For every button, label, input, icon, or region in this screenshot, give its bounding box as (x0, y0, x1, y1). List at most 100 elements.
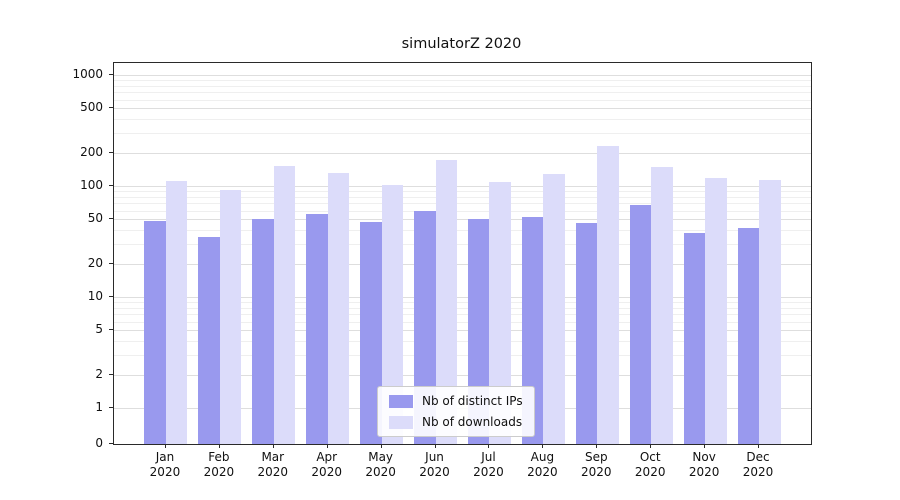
minor-gridline (114, 244, 811, 246)
y-tick-mark (109, 443, 113, 444)
bar-downloads (597, 145, 619, 444)
major-gridline (114, 374, 811, 376)
y-tick-label: 500 (80, 100, 103, 115)
x-tick-mark (488, 444, 490, 448)
minor-gridline (114, 341, 811, 343)
bar-downloads (651, 167, 673, 444)
minor-gridline (114, 119, 811, 121)
minor-gridline (114, 314, 811, 316)
x-tick-label: Nov 2020 (688, 450, 720, 479)
minor-gridline (114, 210, 811, 212)
bar-downloads (705, 178, 727, 444)
y-tick-mark (109, 296, 113, 297)
legend: Nb of distinct IPs Nb of downloads (377, 386, 535, 437)
x-tick-mark (758, 444, 760, 448)
y-tick-label: 10 (87, 289, 103, 303)
x-tick-mark (434, 444, 436, 448)
legend-label: Nb of downloads (422, 415, 523, 429)
plot-area: Nb of distinct IPs Nb of downloads (113, 62, 812, 445)
y-tick-mark (109, 407, 113, 408)
major-gridline (114, 219, 811, 221)
major-gridline (114, 108, 811, 110)
x-tick-mark (542, 444, 544, 448)
y-tick-label: 0 (95, 436, 103, 450)
x-tick-label: Jan 2020 (149, 450, 181, 479)
y-tick-mark (109, 373, 113, 375)
y-tick-label: 50 (87, 211, 103, 226)
y-tick-label: 1000 (72, 67, 103, 81)
minor-gridline (114, 85, 811, 87)
y-tick-label: 20 (87, 255, 103, 270)
minor-gridline (114, 80, 811, 82)
x-tick-label: Feb 2020 (203, 450, 235, 479)
x-tick-label: Sep 2020 (581, 450, 612, 479)
legend-swatch (389, 394, 413, 408)
y-tick-mark (109, 262, 113, 264)
y-tick-label: 1 (95, 400, 103, 414)
bar-downloads (435, 159, 458, 444)
x-tick-mark (596, 444, 598, 448)
y-tick-mark (109, 329, 113, 331)
x-tick-label: Mar 2020 (257, 450, 289, 479)
bar-distinct-ips (306, 213, 328, 444)
bar-distinct-ips (252, 219, 274, 444)
bar-distinct-ips (629, 205, 652, 444)
legend-label: Nb of distinct IPs (422, 394, 523, 408)
bar-distinct-ips (414, 211, 436, 444)
bar-distinct-ips (683, 232, 706, 444)
legend-swatch (389, 415, 413, 429)
x-tick-label: Dec 2020 (742, 450, 774, 479)
y-tick-mark (109, 185, 113, 186)
chart-title: simulatorZ 2020 (401, 36, 522, 52)
x-tick-mark (650, 444, 652, 448)
x-tick-mark (272, 444, 274, 448)
minor-gridline (114, 92, 811, 94)
bar-distinct-ips (198, 236, 220, 444)
minor-gridline (114, 321, 811, 323)
major-gridline (114, 152, 811, 154)
major-gridline (114, 263, 811, 265)
y-tick-mark (109, 107, 113, 109)
x-tick-label: Jul 2020 (473, 450, 504, 479)
x-tick-label: Apr 2020 (311, 450, 342, 479)
bar-downloads (489, 182, 511, 444)
minor-gridline (114, 133, 811, 135)
bar-downloads (543, 174, 565, 444)
x-tick-label: Jun 2020 (419, 450, 450, 479)
legend-item-downloads: Nb of downloads (389, 415, 523, 429)
major-gridline (114, 297, 811, 298)
y-tick-mark (109, 74, 113, 75)
minor-gridline (114, 196, 811, 198)
minor-gridline (114, 355, 811, 357)
bar-downloads (327, 172, 350, 444)
bar-downloads (273, 166, 296, 444)
major-gridline (114, 330, 811, 332)
x-tick-mark (164, 444, 166, 448)
bar-downloads (165, 181, 188, 444)
y-tick-mark (109, 151, 113, 153)
major-gridline (114, 75, 811, 76)
bar-downloads (381, 184, 404, 444)
y-tick-mark (109, 218, 113, 220)
bar-distinct-ips (737, 227, 760, 444)
x-tick-mark (326, 444, 328, 448)
major-gridline (114, 186, 811, 187)
y-tick-label: 5 (95, 322, 103, 337)
minor-gridline (114, 203, 811, 205)
minor-gridline (114, 230, 811, 232)
legend-item-distinct-ips: Nb of distinct IPs (389, 394, 523, 408)
minor-gridline (114, 99, 811, 101)
minor-gridline (114, 307, 811, 309)
minor-gridline (114, 302, 811, 304)
x-tick-label: Oct 2020 (634, 450, 666, 479)
x-tick-mark (218, 444, 220, 448)
x-tick-label: May 2020 (365, 450, 396, 479)
x-tick-mark (380, 444, 382, 448)
bar-downloads (219, 190, 242, 444)
bar-distinct-ips (144, 221, 166, 444)
bar-distinct-ips (360, 222, 382, 444)
bar-downloads (759, 180, 781, 444)
y-tick-label: 2 (95, 366, 103, 381)
bar-distinct-ips (575, 223, 598, 444)
